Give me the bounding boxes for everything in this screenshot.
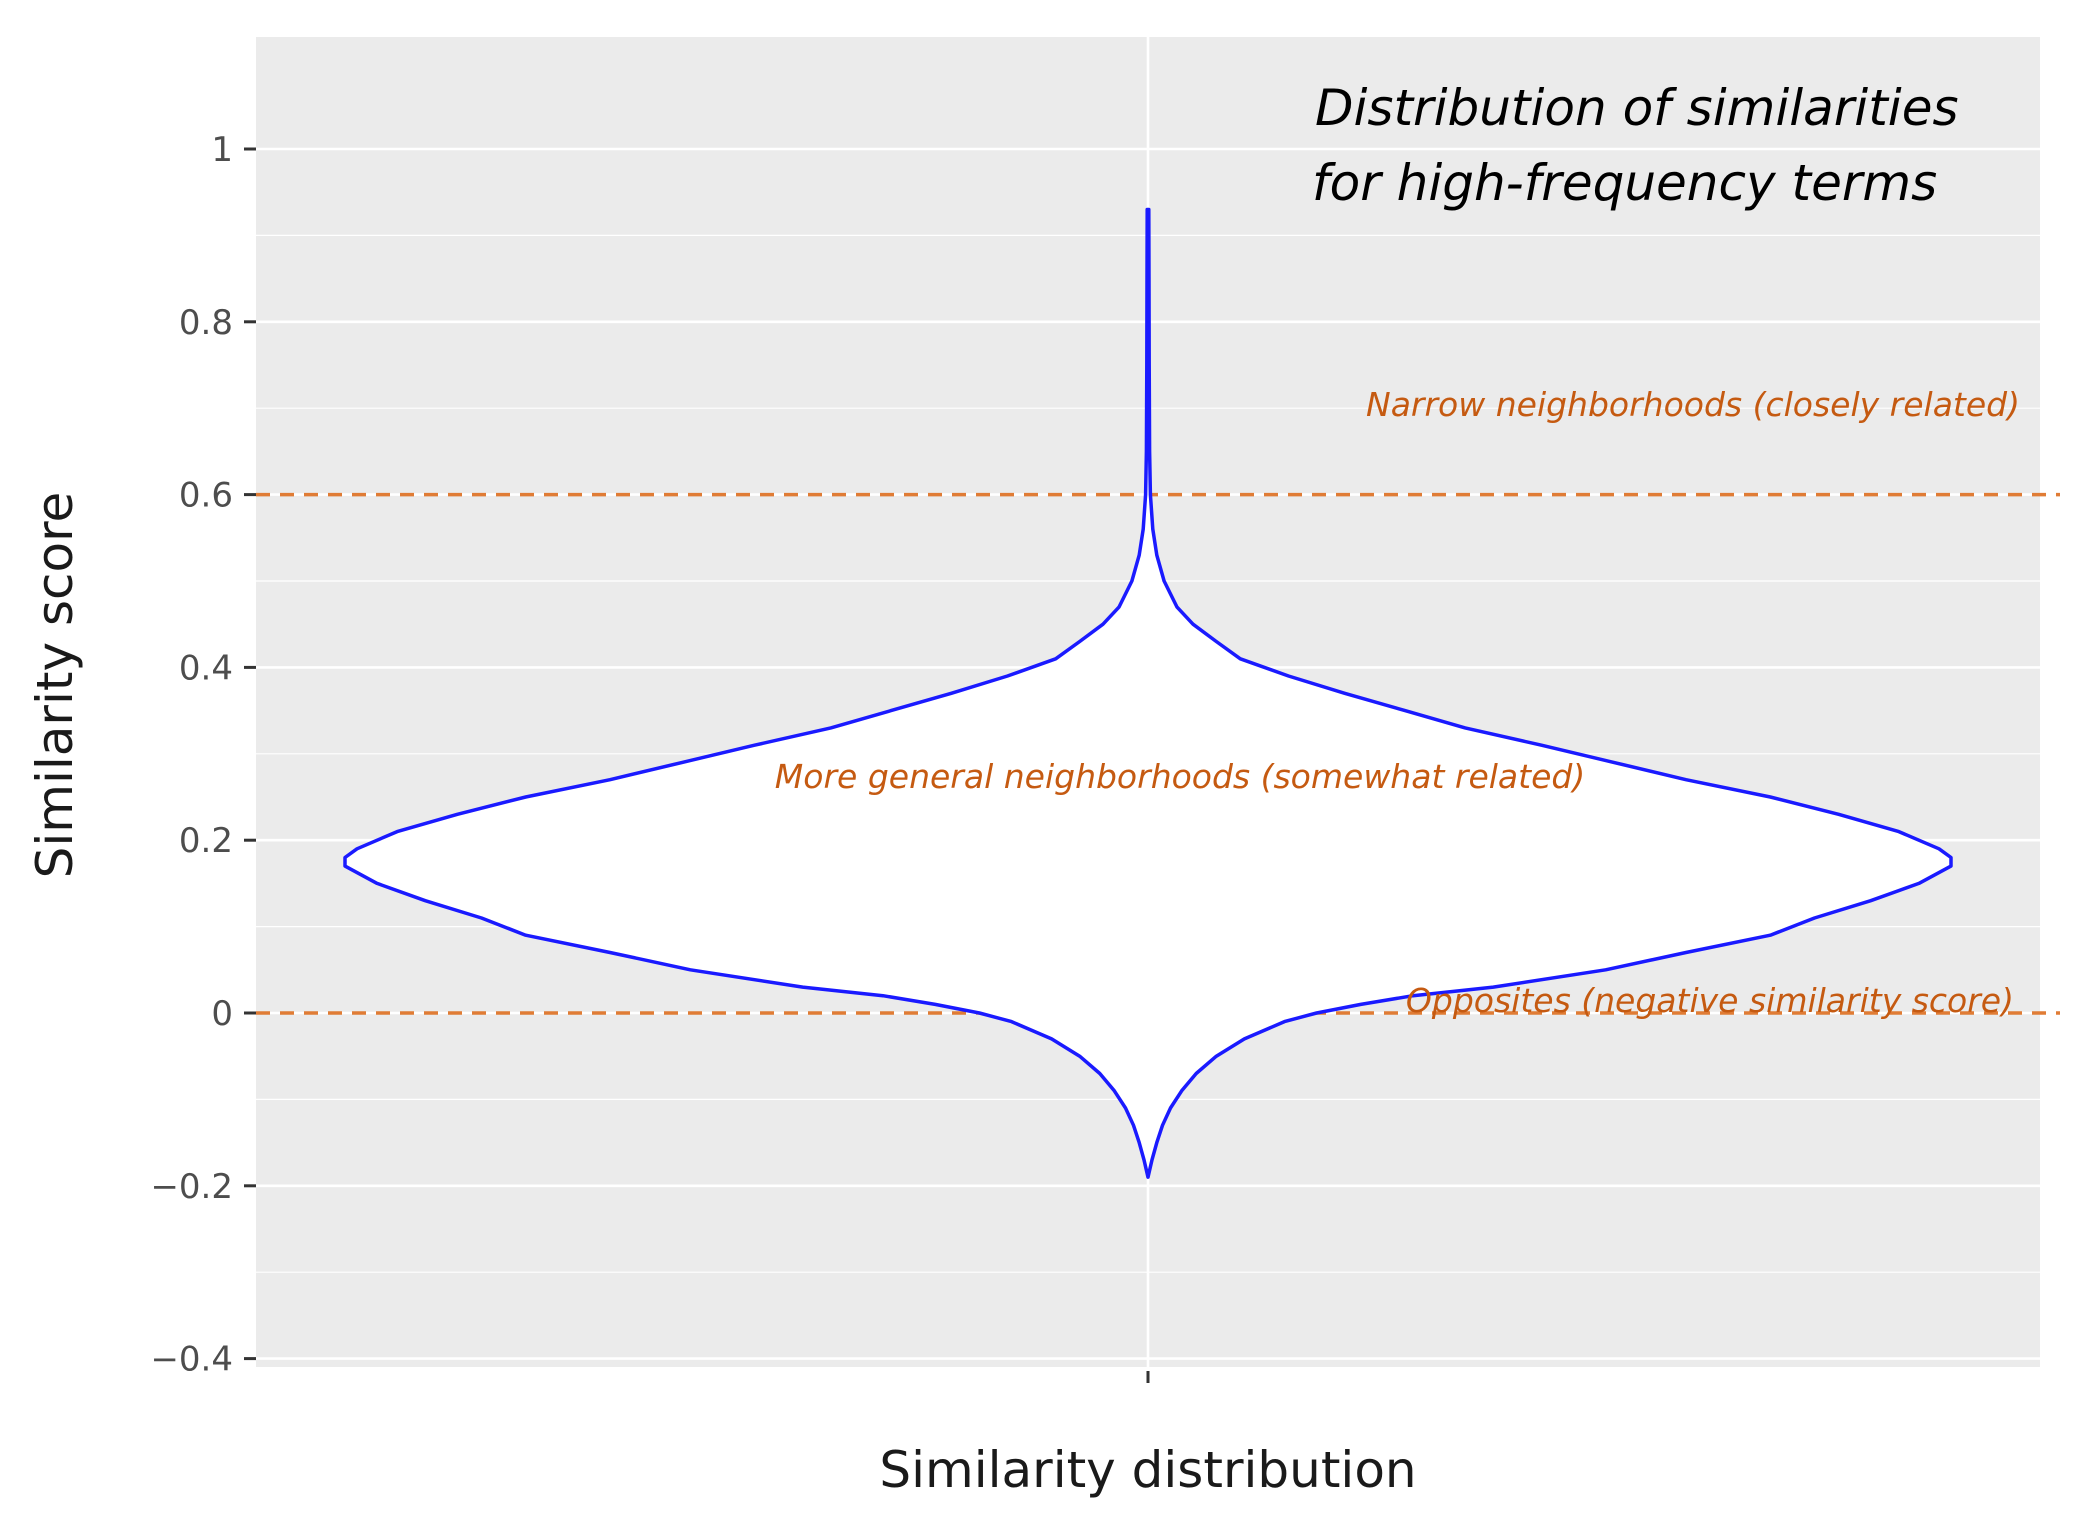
x-axis-title: Similarity distribution [879,1441,1416,1499]
violin-layer [343,207,1953,1179]
y-tick-label: 0.4 [179,648,233,688]
annotation-opposites: Opposites (negative similarity score) [1406,981,2014,1020]
y-axis-ticks: 1 0.8 0.6 0.4 0.2 0 −0.2 −0.4 [150,130,256,1380]
y-tick-label: 1 [211,130,233,170]
y-tick-label: 0 [211,994,233,1034]
y-tick-label: −0.2 [150,1167,233,1207]
chart-title-line-2: for high-frequency terms [1312,154,1937,212]
y-tick-label: 0.2 [179,821,233,861]
violin-shape [343,207,1953,1179]
y-axis-title: Similarity score [26,492,84,879]
y-tick-label: 0.8 [179,303,233,343]
y-tick-label: −0.4 [150,1340,233,1380]
y-tick-label: 0.6 [179,476,233,516]
annotation-general-neighborhoods: More general neighborhoods (somewhat rel… [775,757,1585,796]
chart-title-line-1: Distribution of similarities [1315,79,1959,137]
annotation-narrow-neighborhoods: Narrow neighborhoods (closely related) [1366,385,2020,424]
